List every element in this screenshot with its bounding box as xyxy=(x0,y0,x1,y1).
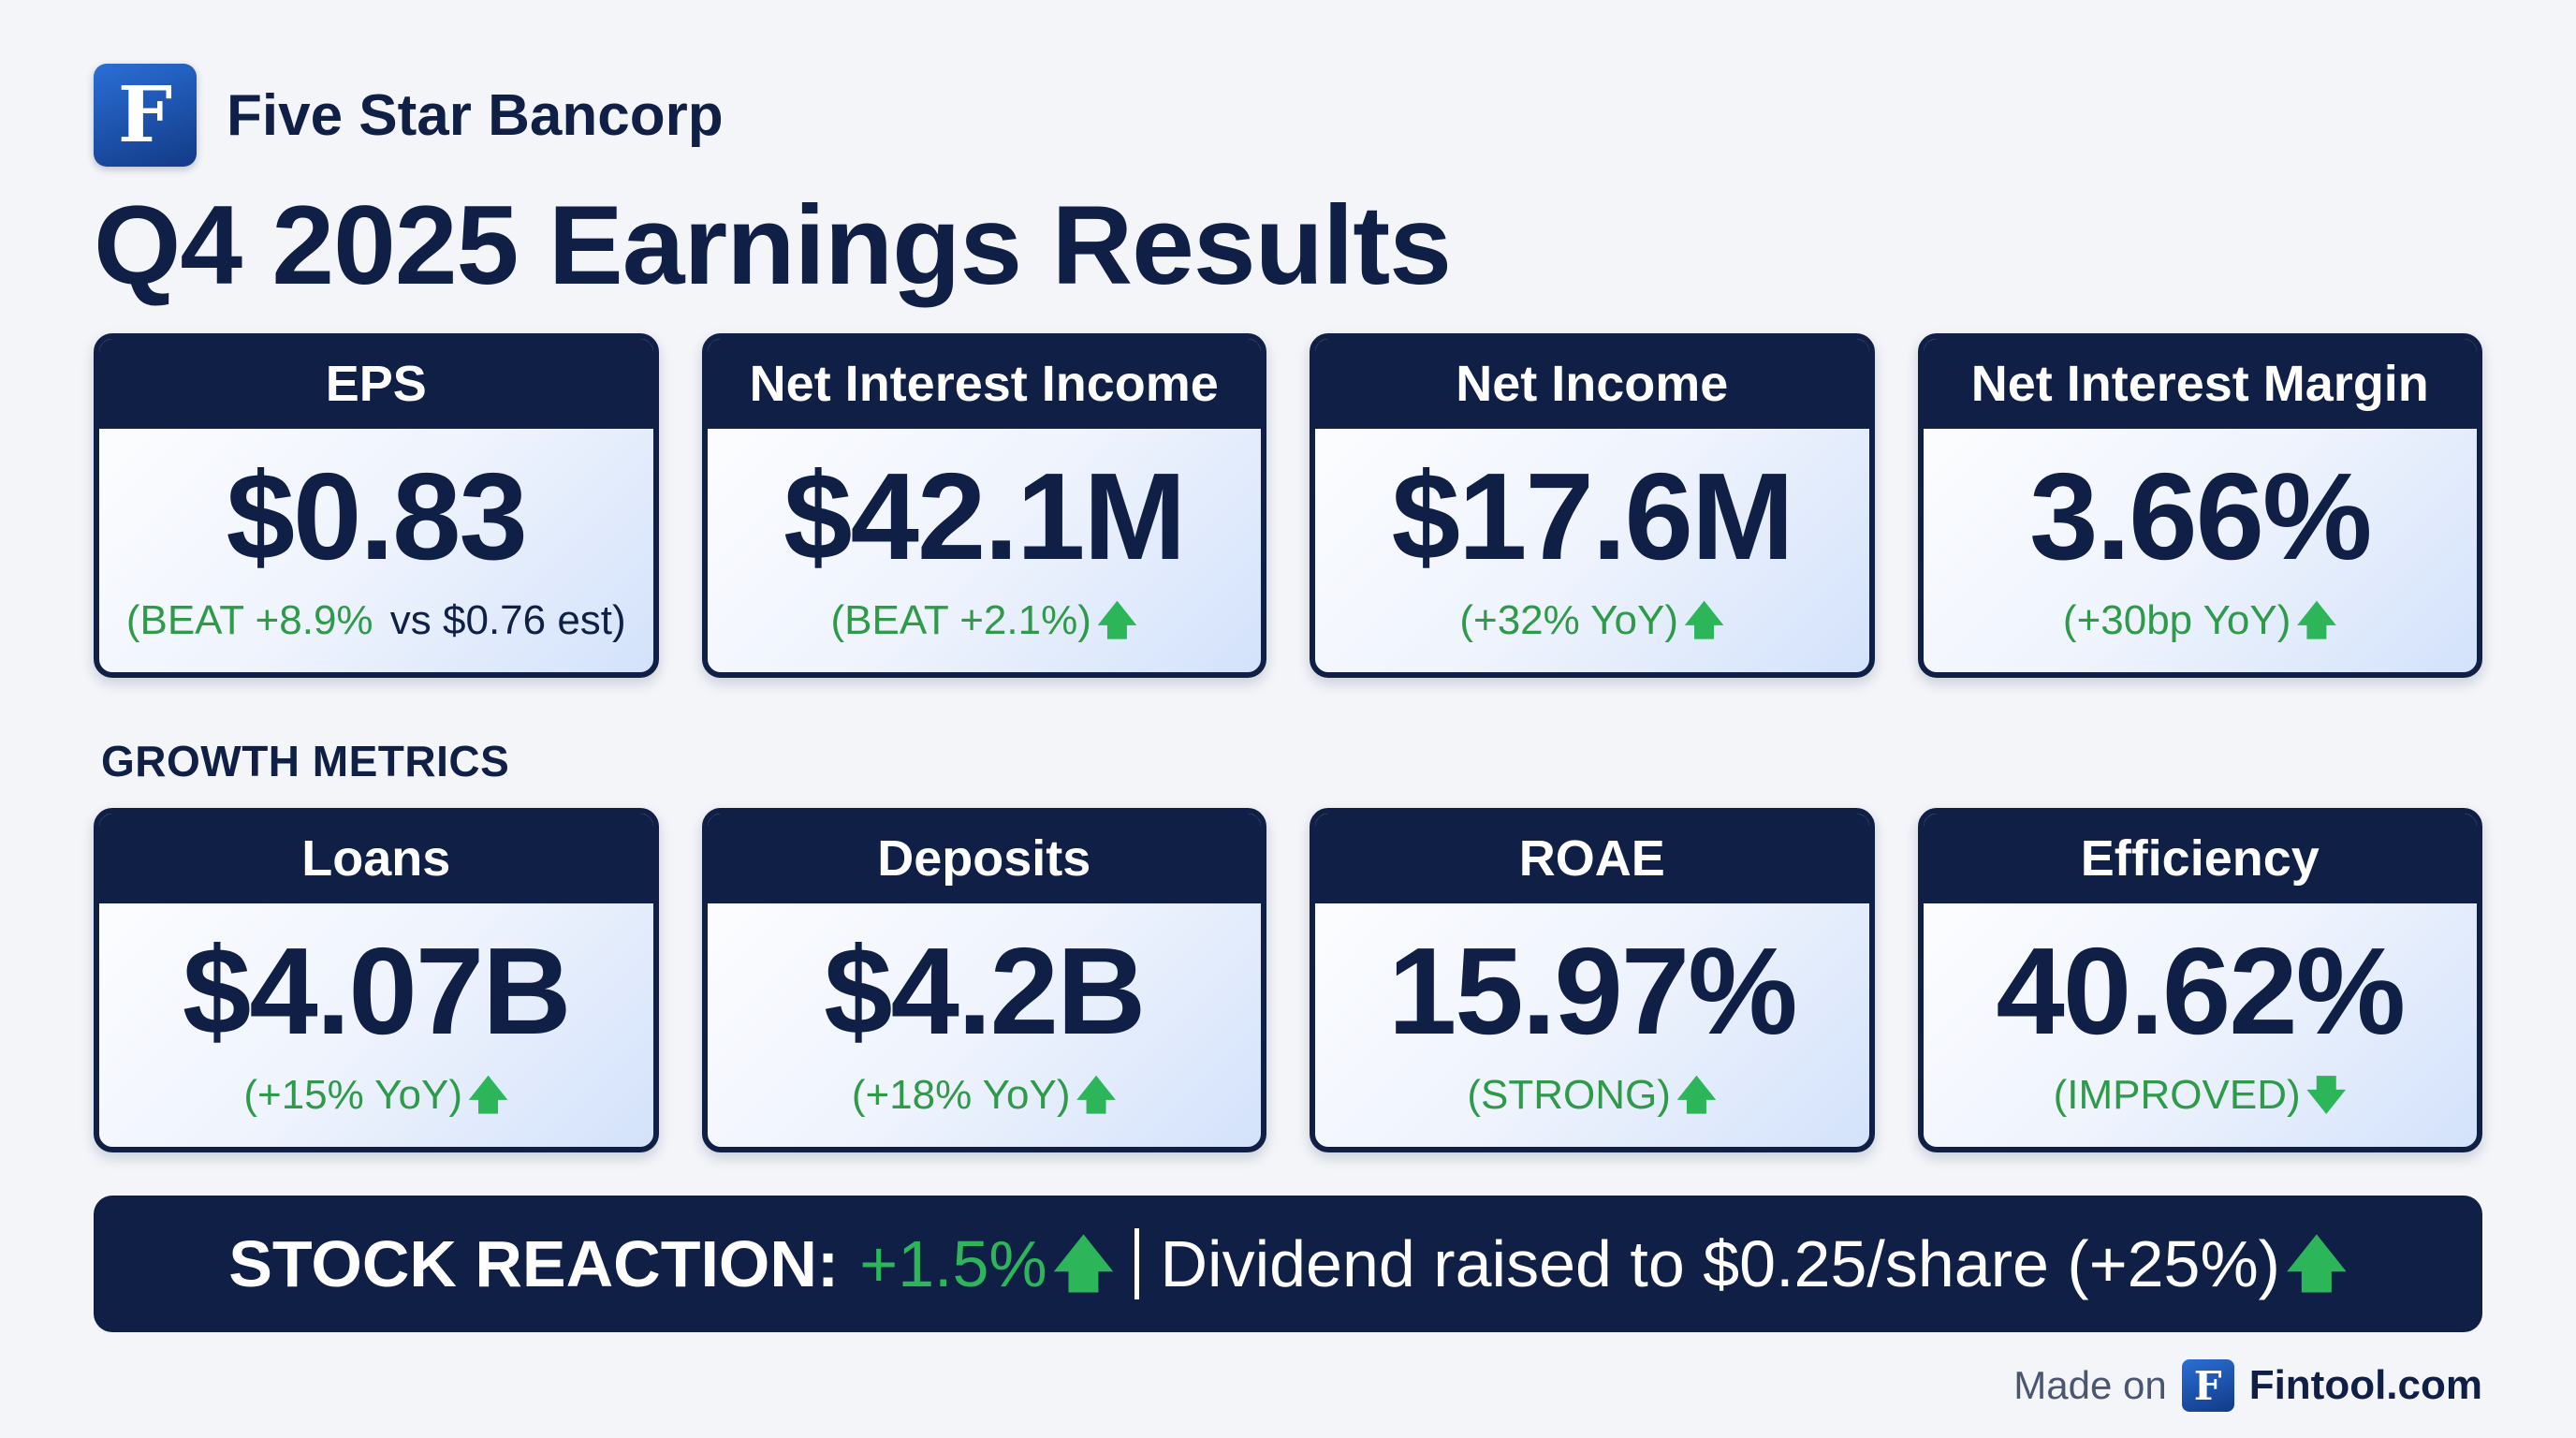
arrow-up-icon: 🡅 xyxy=(1676,1073,1718,1117)
card-value: $0.83 xyxy=(226,448,528,585)
metric-card-net-income: Net Income $17.6M (+32% YoY) 🡅 xyxy=(1310,333,1875,678)
card-subtext: (+15% YoY) 🡅 xyxy=(99,1072,653,1119)
card-value: $4.2B xyxy=(824,922,1146,1060)
card-subtext: (IMPROVED) 🡇 xyxy=(1924,1072,2478,1119)
arrow-up-icon: 🡅 xyxy=(1683,598,1725,642)
metric-card-deposits: Deposits $4.2B (+18% YoY) 🡅 xyxy=(701,808,1266,1152)
brand-logo: F xyxy=(94,64,197,167)
card-label: ROAE xyxy=(1315,814,1869,903)
arrow-up-icon: 🡅 xyxy=(1076,1073,1117,1117)
metric-card-loans: Loans $4.07B (+15% YoY) 🡅 xyxy=(94,808,659,1152)
metric-card-net-interest-income: Net Interest Income $42.1M (BEAT +2.1%) … xyxy=(701,333,1266,678)
arrow-up-icon: 🡅 xyxy=(467,1073,509,1117)
card-subtext: (BEAT +2.1%) 🡅 xyxy=(708,597,1262,644)
card-subtext: (STRONG) 🡅 xyxy=(1315,1072,1869,1119)
card-value: $42.1M xyxy=(783,448,1186,585)
headline-metrics-row: EPS $0.83 (BEAT +8.9% vs $0.76 est) Net … xyxy=(94,333,2482,678)
card-subtext-change: (+18% YoY) xyxy=(851,1072,1071,1118)
page-title: Q4 2025 Earnings Results xyxy=(94,183,1452,308)
arrow-up-icon: 🡅 xyxy=(1096,598,1138,642)
card-label: Efficiency xyxy=(1923,814,2477,903)
growth-metrics-row: Loans $4.07B (+15% YoY) 🡅 Deposits $4.2B… xyxy=(94,808,2482,1152)
fintool-logo-icon: F xyxy=(2181,1359,2234,1412)
card-subtext-change: (IMPROVED) xyxy=(2053,1072,2301,1118)
card-subtext-change: (BEAT +2.1%) xyxy=(830,597,1091,643)
arrow-up-icon: 🡅 xyxy=(2296,598,2337,642)
footer-site-link[interactable]: Fintool.com xyxy=(2248,1362,2482,1408)
footer-made-on: Made on xyxy=(2013,1363,2167,1407)
metric-card-net-interest-margin: Net Interest Margin 3.66% (+30bp YoY) 🡅 xyxy=(1917,333,2482,678)
card-subtext-change: (BEAT +8.9% xyxy=(125,597,373,643)
card-subtext: (+30bp YoY) 🡅 xyxy=(1924,597,2478,644)
card-subtext-change: (+30bp YoY) xyxy=(2062,597,2291,643)
stock-change-value: +1.5% xyxy=(859,1227,1047,1300)
stock-reaction-banner: STOCK REACTION: +1.5% 🡅 Dividend raised … xyxy=(94,1196,2482,1332)
footer-attribution: Made on F Fintool.com xyxy=(2013,1359,2482,1412)
card-value: 40.62% xyxy=(1996,922,2406,1060)
card-label: Net Interest Margin xyxy=(1923,339,2477,429)
card-value: $17.6M xyxy=(1391,448,1794,585)
banner-divider xyxy=(1134,1228,1140,1299)
card-value: 15.97% xyxy=(1387,922,1798,1060)
section-label-growth: GROWTH METRICS xyxy=(101,737,510,785)
brand-name: Five Star Bancorp xyxy=(227,82,724,148)
card-subtext: (BEAT +8.9% vs $0.76 est) xyxy=(99,597,653,644)
metric-card-roae: ROAE 15.97% (STRONG) 🡅 xyxy=(1310,808,1875,1152)
card-subtext-change: (+32% YoY) xyxy=(1459,597,1678,643)
card-label: Net Interest Income xyxy=(707,339,1261,429)
card-value: 3.66% xyxy=(2029,448,2372,585)
card-label: Deposits xyxy=(707,814,1261,903)
arrow-down-icon: 🡇 xyxy=(2305,1073,2347,1117)
card-subtext: (+18% YoY) 🡅 xyxy=(708,1072,1262,1119)
card-value: $4.07B xyxy=(182,922,572,1060)
card-label: Loans xyxy=(99,814,653,903)
arrow-up-icon: 🡅 xyxy=(2286,1230,2348,1298)
card-label: EPS xyxy=(99,339,653,429)
banner-label: STOCK REACTION: xyxy=(228,1227,840,1300)
card-subtext-change: (+15% YoY) xyxy=(243,1072,462,1118)
metric-card-efficiency: Efficiency 40.62% (IMPROVED) 🡇 xyxy=(1917,808,2482,1152)
card-label: Net Income xyxy=(1315,339,1869,429)
dividend-text: Dividend raised to $0.25/share (+25%) xyxy=(1160,1227,2280,1300)
brand-header: F Five Star Bancorp xyxy=(94,64,724,167)
card-subtext-estimate: vs $0.76 est) xyxy=(378,597,626,643)
arrow-up-icon: 🡅 xyxy=(1052,1230,1115,1298)
card-subtext-change: (STRONG) xyxy=(1467,1072,1671,1118)
metric-card-eps: EPS $0.83 (BEAT +8.9% vs $0.76 est) xyxy=(94,333,659,678)
card-subtext: (+32% YoY) 🡅 xyxy=(1315,597,1869,644)
